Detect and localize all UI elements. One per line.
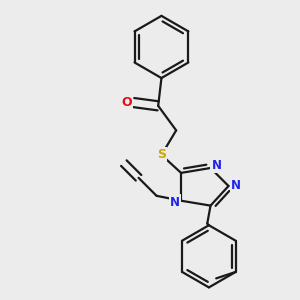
Text: N: N bbox=[170, 196, 180, 208]
Text: N: N bbox=[231, 179, 241, 193]
Text: S: S bbox=[157, 148, 166, 161]
Text: O: O bbox=[121, 96, 132, 109]
Text: N: N bbox=[212, 159, 221, 172]
